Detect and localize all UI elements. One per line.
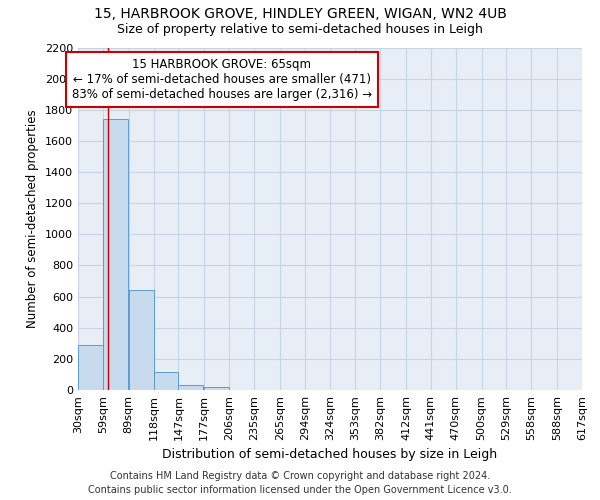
Bar [154, 372, 178, 390]
X-axis label: Distribution of semi-detached houses by size in Leigh: Distribution of semi-detached houses by … [163, 448, 497, 462]
Text: Size of property relative to semi-detached houses in Leigh: Size of property relative to semi-detach… [117, 22, 483, 36]
Bar [103, 119, 128, 390]
Bar [204, 387, 229, 390]
Bar [78, 345, 103, 390]
Text: 15, HARBROOK GROVE, HINDLEY GREEN, WIGAN, WN2 4UB: 15, HARBROOK GROVE, HINDLEY GREEN, WIGAN… [94, 8, 506, 22]
Text: 15 HARBROOK GROVE: 65sqm
← 17% of semi-detached houses are smaller (471)
83% of : 15 HARBROOK GROVE: 65sqm ← 17% of semi-d… [71, 58, 372, 101]
Bar [178, 386, 203, 390]
Text: Contains HM Land Registry data © Crown copyright and database right 2024.
Contai: Contains HM Land Registry data © Crown c… [88, 471, 512, 495]
Y-axis label: Number of semi-detached properties: Number of semi-detached properties [26, 110, 40, 328]
Bar [128, 290, 154, 390]
